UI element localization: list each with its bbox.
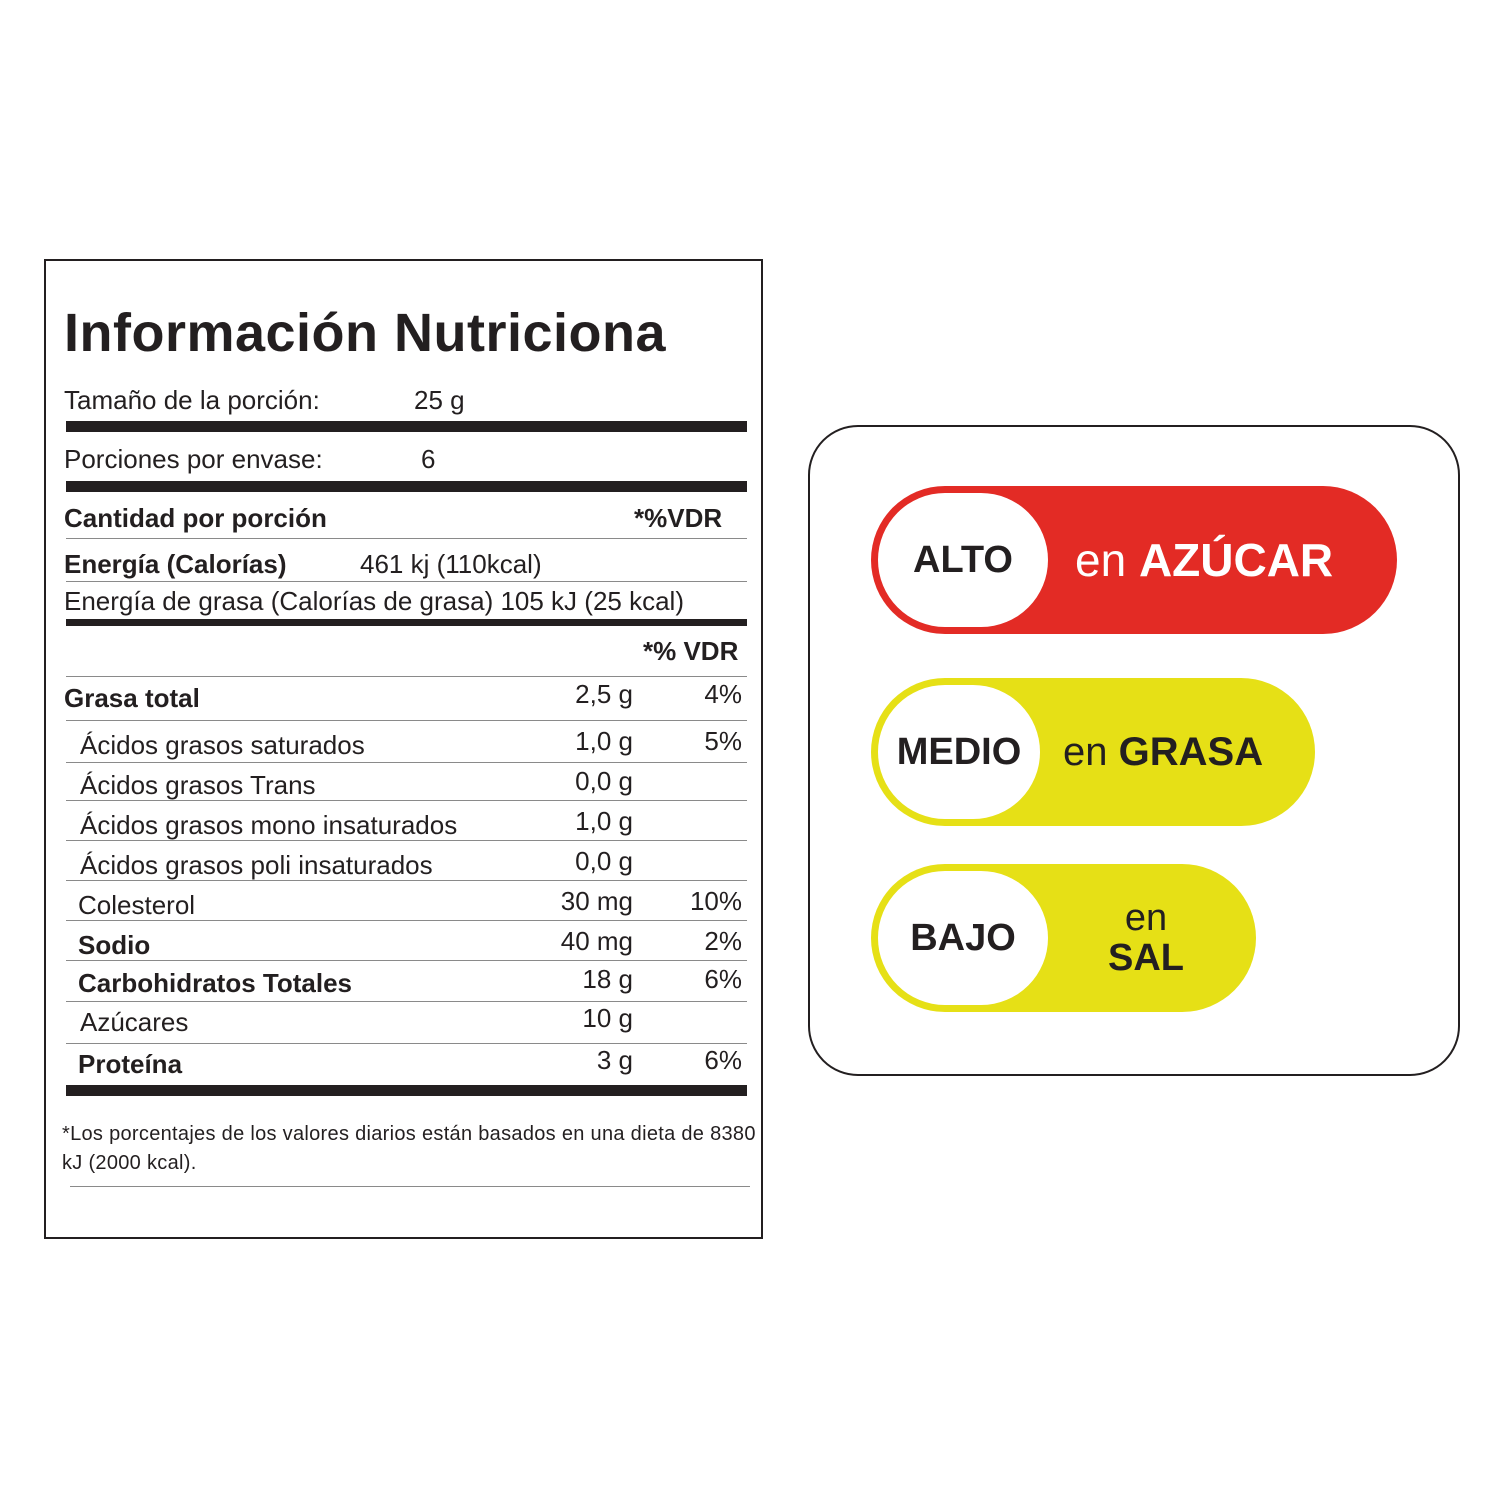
divider [66,920,747,921]
energy-value: 461 kj (110kcal) [360,549,542,579]
front-label-panel [808,425,1460,1076]
nutrition-facts-label [44,259,763,1239]
divider [66,481,747,492]
nutrient-row: Ácidos grasos poli insaturados 0,0 g [64,846,744,886]
badge-prefix: en [1063,729,1108,774]
divider [66,581,747,582]
divider [66,676,747,677]
nutrient-row: Colesterol 30 mg 10% [64,886,744,926]
nutrient-name: Sodio [78,930,151,960]
nutrient-vdr: 4% [704,679,742,709]
divider [66,840,747,841]
nutrient-value: 10 g [582,1003,633,1033]
vdr-header: *%VDR [634,503,723,533]
servings-label: Porciones por envase: [64,444,323,474]
nutrient-name: Ácidos grasos saturados [80,730,365,760]
badge-level: MEDIO [878,685,1040,819]
divider [66,720,747,721]
divider [66,800,747,801]
nutrient-value: 40 mg [560,926,633,956]
badge-level: ALTO [878,493,1048,627]
fat-energy: Energía de grasa (Calorías de grasa) 105… [64,586,684,616]
badge-level: BAJO [878,871,1048,1005]
nutrient-value: 18 g [582,964,633,994]
nutrient-name: Ácidos grasos Trans [80,770,316,800]
vdr-header-2: *% VDR [643,636,739,666]
serving-size-value: 25 g [414,385,465,415]
nutrient-row: Ácidos grasos saturados 1,0 g 5% [64,726,744,766]
nutrient-vdr: 2% [704,926,742,956]
nutrient-value: 0,0 g [575,846,633,876]
servings-value: 6 [421,444,436,474]
divider [66,880,747,881]
nutrient-name: Ácidos grasos mono insaturados [80,810,458,840]
nutrient-name: Carbohidratos Totales [78,968,353,998]
nutrient-row: Ácidos grasos mono insaturados 1,0 g [64,806,744,846]
badge-prefix: en [1124,897,1168,939]
divider [66,1001,747,1002]
badge-prefix: en [1075,534,1127,586]
nutrient-value: 2,5 g [575,679,633,709]
serving-size-label: Tamaño de la porción: [64,385,320,415]
nutrient-row: Ácidos grasos Trans 0,0 g [64,766,744,806]
nutrient-name: Ácidos grasos poli insaturados [80,850,433,880]
nutrient-name: Grasa total [64,683,200,713]
label-title: Información Nutriciona [64,303,667,363]
energy-label: Energía (Calorías) [64,549,287,579]
badge-medio-grasa: MEDIO en GRASA [871,678,1315,826]
divider [66,1043,747,1044]
nutrient-row: Sodio 40 mg 2% [64,926,744,966]
nutrient-vdr: 6% [704,1045,742,1075]
nutrient-value: 1,0 g [575,726,633,756]
footnote: *Los porcentajes de los valores diarios … [62,1123,756,1174]
badge-nutrient: SAL [1108,937,1184,979]
nutrient-vdr: 5% [704,726,742,756]
badge-nutrient: AZÚCAR [1138,534,1334,586]
nutrient-row: Grasa total 2,5 g 4% [64,679,744,719]
nutrient-vdr: 10% [689,886,742,916]
badge-nutrient: GRASA [1118,729,1264,774]
nutrient-value: 0,0 g [575,766,633,796]
nutrient-row: Carbohidratos Totales 18 g 6% [64,964,744,1004]
nutrient-vdr: 6% [704,964,742,994]
nutrient-value: 1,0 g [575,806,633,836]
divider [66,538,747,539]
nutrient-name: Colesterol [78,890,196,920]
nutrient-value: 30 mg [560,886,633,916]
divider [66,421,747,432]
divider [66,960,747,961]
nutrient-name: Azúcares [80,1007,189,1037]
nutrient-row: Proteína 3 g 6% [64,1045,744,1085]
divider [70,1186,750,1187]
amount-per-serving: Cantidad por porción [64,503,327,533]
nutrient-value: 3 g [596,1045,633,1075]
badge-bajo-sal: BAJO en SAL [871,864,1256,1012]
badge-alto-azucar: ALTO en AZÚCAR [871,486,1397,634]
nutrient-row: Azúcares 10 g [64,1003,744,1043]
divider [66,762,747,763]
divider [66,1085,747,1096]
nutrient-name: Proteína [78,1049,183,1079]
divider [66,619,747,626]
